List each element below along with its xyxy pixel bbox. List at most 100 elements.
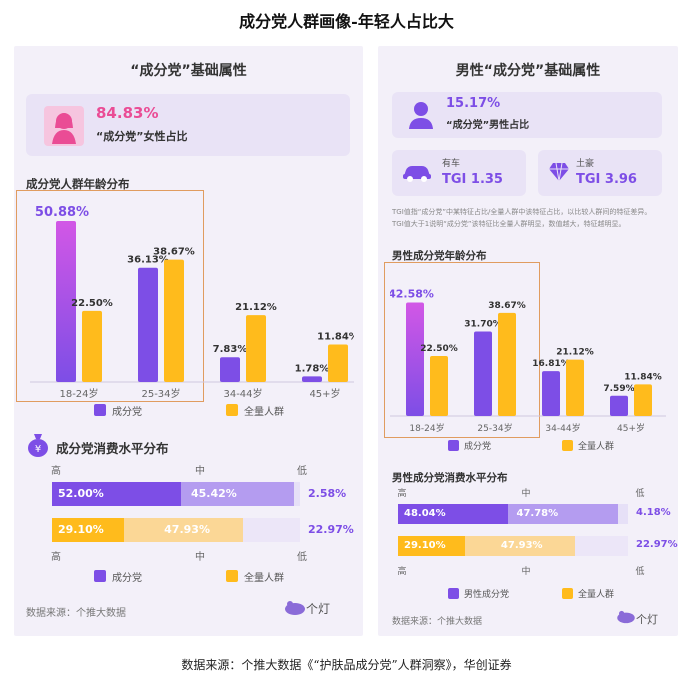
stack-segment-2 <box>243 518 300 542</box>
male-share-card: 15.17% “成分党”男性占比 <box>392 92 662 138</box>
bar-cfd-2 <box>542 371 560 416</box>
bar-cfd-1 <box>138 267 158 382</box>
legend-label: 全量人群 <box>244 407 284 418</box>
bar-all-1 <box>498 312 516 416</box>
legend-label: 男性成分党 <box>464 590 510 600</box>
consume-chart-left: 高 中 低 52.00% 45.42% 2.58% 29.10% 47.93% 22.9… <box>26 462 356 582</box>
axis-label-low: 低 <box>297 552 307 563</box>
axis-label-low: 低 <box>297 466 307 477</box>
consume-row-left-1: 29.10% 47.93% 22.97% <box>52 518 354 542</box>
tick-label: 18-24岁 <box>409 422 444 434</box>
right-panel-title: 男性“成分党”基础属性 <box>455 63 601 79</box>
legend-label: 全量人群 <box>578 442 615 452</box>
tick-label: 34-44岁 <box>545 422 580 434</box>
stack-segment-0: 48.04% <box>398 504 509 524</box>
bar-all-3 <box>328 344 348 382</box>
left-panel-title: “成分党”基础属性 <box>130 63 247 79</box>
footer-source: 数据来源：个推大数据《“护肤品成分党”人群洞察》，华创证券 <box>181 658 512 672</box>
male-share-label: “成分党”男性占比 <box>446 120 530 131</box>
axis-label-high: 高 <box>51 552 61 563</box>
logo-icon <box>617 610 635 624</box>
svg-text:¥: ¥ <box>35 444 41 455</box>
stack-segment-1: 47.93% <box>124 518 244 542</box>
legend-swatch-purple <box>448 588 459 599</box>
axis-label-mid: 中 <box>195 552 205 563</box>
left-panel: “成分党”基础属性 84.83% “成分党”女性占比 成分党人群年龄分布 50.… <box>14 46 363 636</box>
source-note-right: 数据来源：个推大数据 <box>392 617 483 627</box>
tick-label: 25-34岁 <box>477 422 512 434</box>
female-avatar-icon <box>44 106 84 146</box>
legend-label: 成分党 <box>464 442 492 452</box>
axis-label-mid: 中 <box>521 567 531 577</box>
female-share-label: “成分党”女性占比 <box>96 130 188 143</box>
bar-all-3 <box>634 384 652 416</box>
legend-swatch-purple <box>94 570 106 582</box>
axis-label-high: 高 <box>397 567 407 577</box>
tick-label: 45+岁 <box>309 387 340 400</box>
consume-legend-right: 男性成分党 全量人群 <box>448 586 668 602</box>
stack-segment-2 <box>618 504 628 524</box>
consume-chart-right: 高 中 低 48.04% 47.78% 4.18% 29.10% 47.93% 22.9… <box>392 486 678 586</box>
logo-icon <box>285 601 305 615</box>
bar-all-0 <box>430 356 448 416</box>
data-label: 21.12% <box>235 302 277 313</box>
tick-label: 18-24岁 <box>59 387 98 400</box>
age-highlight-box <box>16 190 204 402</box>
male-share-value: 15.17% <box>446 96 501 111</box>
female-share-card: 84.83% “成分党”女性占比 <box>26 94 350 156</box>
legend-label: 成分党 <box>112 407 142 418</box>
tgi-car-card: 有车 TGI 1.35 <box>392 150 526 196</box>
consume-row-left-0: 52.00% 45.42% 2.58% <box>52 482 346 506</box>
bar-all-2 <box>246 315 266 382</box>
stack-value-low: 2.58% <box>308 487 347 500</box>
data-label: 22.50% <box>71 298 113 309</box>
bar-cfd-2 <box>220 357 240 382</box>
car-icon <box>403 166 431 182</box>
data-label: 16.81% <box>532 359 570 369</box>
age-legend-right: 成分党 全量人群 <box>448 438 668 454</box>
tgi-car-label: 有车 <box>442 159 461 169</box>
tgi-rich-label: 土豪 <box>576 159 595 169</box>
stack-segment-0: 52.00% <box>52 482 181 506</box>
legend-swatch-orange <box>226 404 238 416</box>
male-consume-chart-title: 男性成分党消费水平分布 <box>392 472 508 484</box>
legend-label: 全量人群 <box>244 573 284 584</box>
stack-value-low: 22.97% <box>308 523 354 536</box>
money-bag-icon: ¥ <box>28 434 48 457</box>
legend-swatch-orange <box>562 440 573 451</box>
male-age-highlight-box <box>384 262 540 438</box>
data-label: 36.13% <box>127 255 169 266</box>
tick-label: 25-34岁 <box>141 387 180 400</box>
legend-label: 成分党 <box>112 573 142 584</box>
logo-text: 个灯 <box>306 602 331 616</box>
bar-cfd-0 <box>56 221 76 382</box>
tick-label: 45+岁 <box>617 422 645 434</box>
stack-segment-1: 47.93% <box>464 536 576 556</box>
male-age-chart-title: 男性成分党年龄分布 <box>392 250 487 262</box>
bar-all-0 <box>82 310 102 382</box>
page-title: 成分党人群画像-年轻人占比大 <box>239 12 454 31</box>
data-label: 11.84% <box>624 372 662 382</box>
bar-cfd-0 <box>406 302 424 416</box>
axis-label-mid: 中 <box>195 466 205 477</box>
age-chart-left: 50.88% 22.50% 18-24岁 36.13%38.67% 25-34岁 7.83… <box>30 205 354 400</box>
legend-swatch-purple <box>448 440 459 451</box>
data-label: 31.70% <box>464 319 502 329</box>
data-label: 38.67% <box>153 247 195 258</box>
bar-all-2 <box>566 359 584 416</box>
tgi-note-2: TGI值大于1说明“成分党”该特征比全量人群明显，数值越大，特征越明显。 <box>392 220 626 228</box>
tgi-rich-card: 土豪 TGI 3.96 <box>538 150 662 196</box>
data-label: 38.67% <box>488 301 526 311</box>
bar-cfd-3 <box>302 376 322 382</box>
axis-label-high: 高 <box>397 489 407 499</box>
tgi-note-1: TGI值指“成分党”中某特征占比/全量人群中该特征占比，以比较人群间的特征差异。 <box>392 208 652 216</box>
female-share-value: 84.83% <box>96 104 159 122</box>
consume-chart-title: 成分党消费水平分布 <box>56 441 169 456</box>
tick-label: 34-44岁 <box>223 387 262 400</box>
consume-row-right-1: 29.10% 47.93% 22.97% <box>398 536 678 556</box>
data-label: 42.58% <box>390 287 434 300</box>
stack-segment-0: 29.10% <box>52 518 125 542</box>
axis-label-mid: 中 <box>521 489 531 499</box>
tgi-car-value: TGI 1.35 <box>442 172 503 187</box>
axis-label-high: 高 <box>51 466 61 477</box>
